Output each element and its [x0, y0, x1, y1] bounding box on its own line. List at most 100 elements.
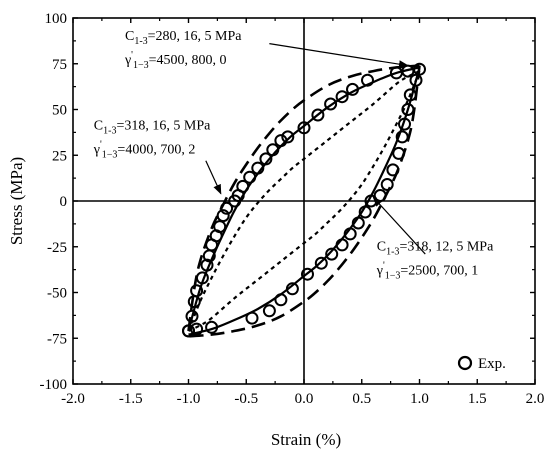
exp-point: [266, 143, 280, 157]
exp-point: [361, 73, 374, 87]
y-tick-label: -75: [47, 331, 67, 347]
y-axis-title: Stress (MPa): [7, 157, 26, 245]
y-tick-label: 25: [52, 148, 67, 164]
exp-point: [314, 256, 328, 270]
exp-point: [274, 293, 288, 307]
exp-point: [335, 90, 349, 104]
exp-point: [213, 220, 227, 234]
annotation-arrow: [372, 196, 426, 255]
exp-point: [413, 62, 426, 76]
anno-values: =4000, 700, 2: [117, 143, 195, 158]
y-tick-label: -100: [40, 377, 68, 393]
annotation-arrow: [205, 160, 222, 195]
x-tick-label: 0.5: [352, 391, 371, 407]
annotation-3: C1-3=318, 12, 5 MPa γ'1−3=2500, 700, 1: [372, 196, 494, 281]
anno-symbol: γ: [124, 53, 131, 68]
anno-symbol: γ: [93, 143, 100, 158]
anno-subscript: 1-3: [386, 246, 399, 257]
exp-point: [343, 227, 357, 241]
axis-ticks: -2.0 -1.5 -1.0 -0.5 0.0 0.5 1.0 1.5 2.0 -100 -75 -5…: [40, 11, 545, 407]
anno-symbol: C: [377, 239, 386, 254]
legend: Exp.: [457, 355, 506, 372]
annotation-line-1: C1-3=318, 12, 5 MPa: [377, 239, 494, 257]
anno-values: =2500, 700, 1: [400, 263, 478, 278]
exp-point: [274, 134, 288, 148]
exp-point: [182, 324, 195, 338]
exp-point: [190, 284, 204, 298]
anno-values: =318, 16, 5 MPa: [116, 119, 211, 134]
y-tick-label: 100: [45, 11, 68, 27]
exp-point: [285, 282, 299, 296]
x-tick-label: 1.0: [410, 391, 429, 407]
reference-lines: [73, 18, 535, 384]
y-tick-label: 0: [60, 194, 68, 210]
exp-point: [262, 304, 276, 318]
annotation-line-1: C1-3=280, 16, 5 MPa: [125, 29, 242, 47]
annotation-line-2: γ'1−3=4500, 800, 0: [124, 50, 227, 71]
legend-marker-exp: [457, 355, 473, 371]
model-curve-long-dash-upper-branch: [187, 64, 420, 332]
exp-point: [205, 320, 219, 334]
x-tick-label: 1.5: [468, 391, 487, 407]
exp-point: [392, 146, 406, 160]
x-tick-label: -2.0: [61, 391, 85, 407]
anno-values: =4500, 800, 0: [149, 53, 227, 68]
exp-point: [190, 322, 204, 336]
exp-point: [403, 88, 417, 102]
anno-subscript: 1−3: [102, 150, 118, 161]
anno-symbol: C: [94, 119, 103, 134]
exp-point: [216, 209, 230, 223]
x-axis-title: Strain (%): [271, 430, 341, 449]
anno-subscript: 1-3: [103, 126, 116, 137]
exp-point: [401, 103, 415, 116]
anno-subscript: 1−3: [133, 60, 149, 71]
exp-point: [200, 258, 214, 272]
model-curves: [187, 64, 421, 338]
x-tick-label: 2.0: [526, 391, 545, 407]
model-curve-short-dash-upper-branch: [187, 70, 420, 332]
experimental-markers: [182, 62, 426, 338]
anno-subscript: 1-3: [134, 36, 147, 47]
exp-point: [220, 201, 234, 215]
anno-superscript: ': [383, 260, 385, 271]
exp-point: [395, 130, 409, 144]
exp-point: [195, 271, 209, 285]
exp-point: [346, 82, 359, 96]
exp-point: [380, 178, 394, 191]
exp-point: [243, 170, 257, 184]
anno-symbol: γ: [376, 263, 383, 278]
exp-point: [311, 108, 325, 122]
anno-subscript: 1−3: [385, 270, 401, 281]
exp-point: [351, 216, 365, 230]
exp-point: [245, 311, 259, 325]
y-tick-label: 50: [52, 103, 67, 119]
y-tick-label: -25: [47, 240, 67, 256]
exp-point: [398, 117, 411, 131]
exp-point: [409, 73, 423, 87]
x-tick-label: -0.5: [234, 391, 258, 407]
exp-point: [185, 309, 199, 323]
annotation-arrow: [269, 43, 409, 69]
anno-superscript: ': [100, 140, 102, 151]
annotation-line-2: γ'1−3=4000, 700, 2: [93, 140, 196, 161]
exp-point: [259, 152, 273, 166]
x-tick-label: -1.5: [119, 391, 143, 407]
y-tick-label: 75: [52, 57, 67, 73]
exp-point: [301, 267, 314, 281]
annotation-2: C1-3=318, 16, 5 MPa γ'1−3=4000, 700, 2: [93, 119, 222, 195]
model-curve-short-dash-lower-branch: [188, 70, 421, 332]
y-tick-label: -50: [47, 286, 67, 302]
exp-point: [358, 205, 372, 219]
x-tick-label: -1.0: [177, 391, 201, 407]
exp-point: [325, 247, 339, 261]
anno-values: =280, 16, 5 MPa: [148, 29, 243, 44]
anno-symbol: C: [125, 29, 134, 44]
model-curve-long-dash-lower-branch: [188, 65, 421, 338]
annotation-line-1: C1-3=318, 16, 5 MPa: [94, 119, 211, 137]
x-tick-label: 0.0: [295, 391, 314, 407]
annotation-1: C1-3=280, 16, 5 MPa γ'1−3=4500, 800, 0: [124, 29, 409, 71]
exp-point: [324, 97, 338, 111]
exp-point: [251, 161, 265, 175]
